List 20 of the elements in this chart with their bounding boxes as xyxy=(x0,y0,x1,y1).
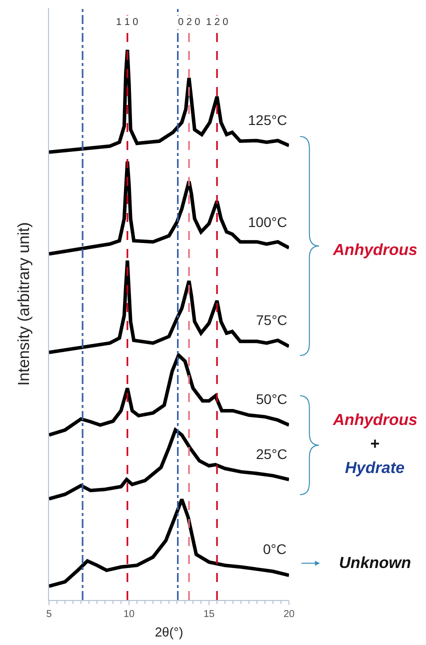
text: + xyxy=(370,436,380,453)
annotation: 0 2 0 xyxy=(178,17,201,28)
text: Anhydrous xyxy=(332,242,418,259)
text: Hydrate xyxy=(345,460,405,477)
annotation: 1 1 0 xyxy=(116,17,139,28)
x-axis-title: 2θ(°) xyxy=(154,624,184,640)
series-label: 50°C xyxy=(256,391,288,407)
x-tick-label: 20 xyxy=(283,609,295,620)
x-tick-label: 15 xyxy=(203,609,215,620)
text: Unknown xyxy=(339,555,412,572)
series-label: 0°C xyxy=(263,541,286,557)
series-label: 125°C xyxy=(248,112,288,128)
annotation: 1 2 0 xyxy=(206,17,229,28)
y-axis-title: Intensity (arbitrary unit) xyxy=(16,222,33,386)
text: Anhydrous xyxy=(332,412,418,429)
series-label: 75°C xyxy=(256,312,288,328)
x-tick-label: 10 xyxy=(123,609,135,620)
series-label: 25°C xyxy=(256,446,288,462)
x-tick-label: 5 xyxy=(46,609,52,620)
series-label: 100°C xyxy=(248,214,288,230)
